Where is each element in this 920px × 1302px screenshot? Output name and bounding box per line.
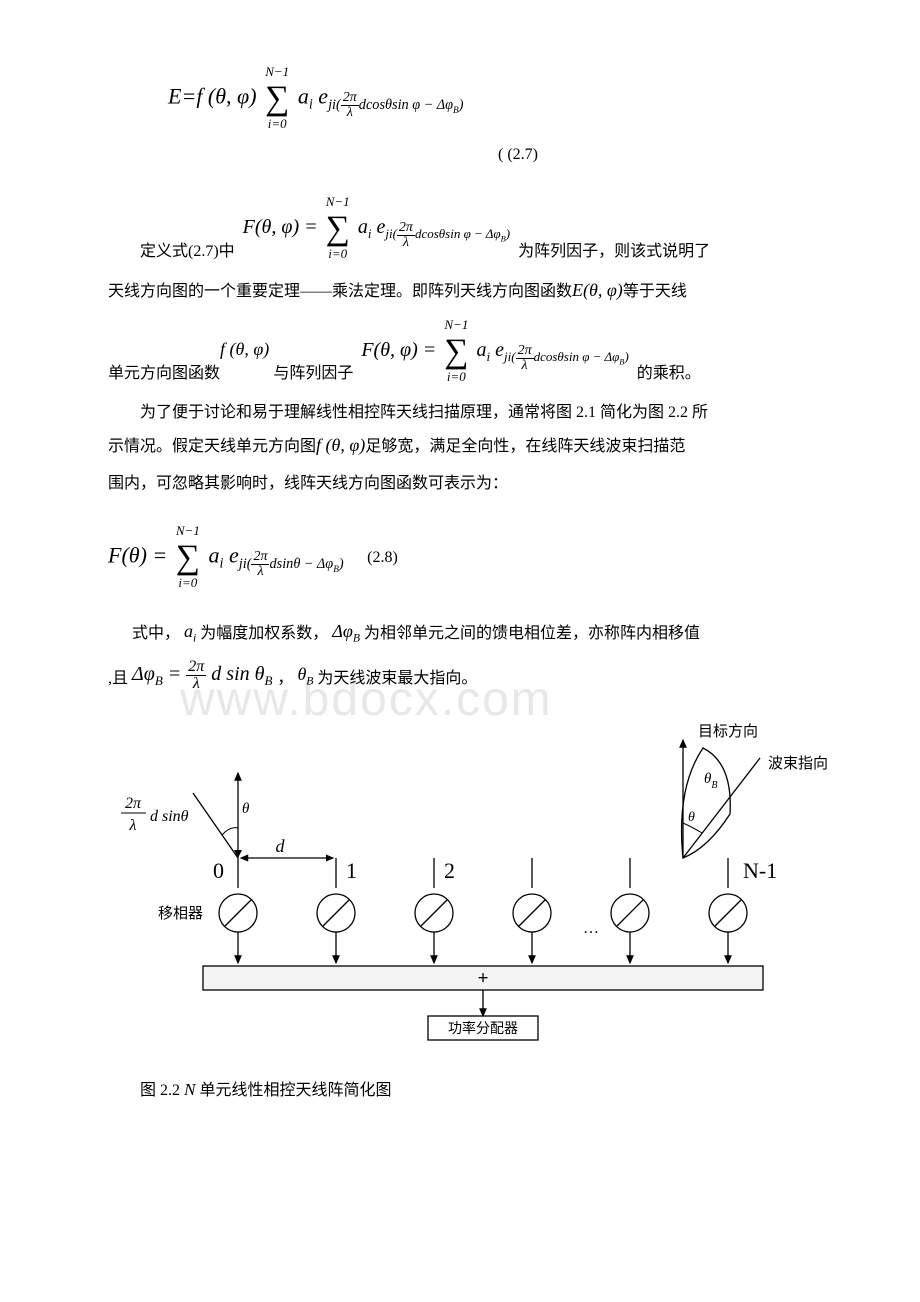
para-simplification-3: 围内，可忽略其影响时，线阵天线方向图函数可表示为： <box>108 469 860 499</box>
label-phase-shifter: 移相器 <box>158 905 203 922</box>
coef-a: a <box>298 83 309 108</box>
phase-formula: θ 2π λ d sinθ <box>121 773 250 858</box>
eq-E: E <box>168 83 181 108</box>
beam-lobe: θ θB <box>682 740 760 858</box>
plus-symbol: + <box>478 968 489 989</box>
svg-text:1: 1 <box>346 858 357 883</box>
equation-2-7: E=f (θ, φ) N−1 ∑ i=0 ai eji(2πλdcosθsin … <box>168 60 860 172</box>
svg-text:0: 0 <box>213 858 224 883</box>
array-elements: 0 1 2 <box>213 858 777 963</box>
svg-text:θ: θ <box>242 801 250 817</box>
para-simplification-2: 示情况。假定天线单元方向图f (θ, φ)足够宽，满足全向性，在线阵天线波束扫描… <box>108 428 860 462</box>
para-product-line: 单元方向图函数f (θ, φ) 与阵列因子 F(θ, φ) = N−1 ∑ i=… <box>108 313 860 390</box>
label-power-divider: 功率分配器 <box>448 1020 518 1037</box>
para-where-2: ,且 ΔφB = 2πλ d sin θB ， θB 为天线波束最大指向。 <box>108 655 860 694</box>
svg-text:N-1: N-1 <box>743 858 777 883</box>
svg-text:2: 2 <box>444 858 455 883</box>
svg-text:θB: θB <box>704 771 717 791</box>
svg-text:…: … <box>583 920 599 937</box>
figure-2-2-diagram: 目标方向 波束指向 θ θB θ 2π λ <box>108 718 860 1059</box>
svg-text:θ: θ <box>688 810 695 825</box>
para-simplification: 为了便于讨论和易于理解线性相控阵天线扫描原理，通常将图 2.1 简化为图 2.2… <box>108 398 860 428</box>
para-define-array-factor: 定义式(2.7)中 F(θ, φ) = N−1 ∑ i=0 ai eji(2πλ… <box>108 190 860 267</box>
spacing-d: d <box>276 836 286 856</box>
figure-2-2-caption: 图 2.2 N 单元线性相控天线阵简化图 <box>108 1074 860 1107</box>
eq-number-2-7: ( (2.7) <box>498 146 538 163</box>
summation: N−1 ∑ i=0 <box>265 60 289 137</box>
svg-text:2π: 2π <box>125 795 142 812</box>
eq-f: f (θ, φ) <box>196 83 256 108</box>
para-multiplication-theorem: 天线方向图的一个重要定理——乘法定理。即阵列天线方向图函数E(θ, φ)等于天线 <box>108 273 860 307</box>
svg-text:λ: λ <box>129 817 137 834</box>
label-beam: 波束指向 <box>768 755 828 772</box>
exp-e: e <box>318 83 328 108</box>
equation-2-8: F(θ) = N−1 ∑ i=0 ai eji(2πλdsinθ − ΔφB) … <box>108 519 860 596</box>
eq-number-2-8: (2.8) <box>367 549 398 566</box>
para-where: 式中， ai 为幅度加权系数， ΔφB 为相邻单元之间的馈电相位差，亦称阵内相移… <box>108 614 860 650</box>
label-target: 目标方向 <box>698 723 758 740</box>
svg-text:d sinθ: d sinθ <box>150 808 189 825</box>
